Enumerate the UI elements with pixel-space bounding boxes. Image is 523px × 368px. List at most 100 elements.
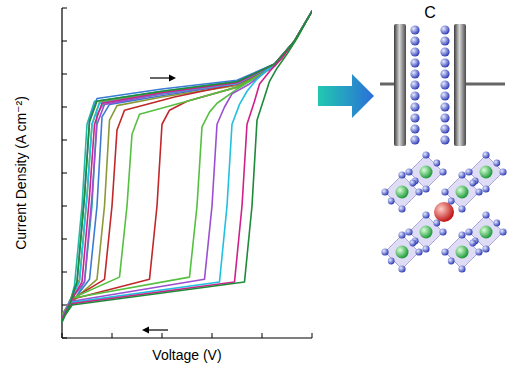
oxygen [441,248,448,255]
capacitor-plate [454,24,466,146]
octahedron [409,155,443,189]
iv-curve [62,11,312,320]
x-tick [262,333,263,338]
charge [440,25,449,34]
oxygen [475,248,482,255]
iv-curve [62,11,312,315]
oxygen [422,151,429,158]
big-arrow [318,74,374,118]
charge [440,113,449,122]
oxygen [448,258,455,265]
oxygen [448,198,455,205]
octahedron [469,215,503,249]
charge [410,36,419,45]
oxygen [398,265,405,272]
charge [410,113,419,122]
b-site [396,246,409,259]
lead [466,83,505,86]
oxygen [381,248,388,255]
oxygen [415,248,422,255]
charge [410,69,419,78]
crystal [381,151,506,272]
oxygen [493,220,500,227]
b-site [396,186,409,199]
figure: Voltage (V)Current Density (A cm⁻²)C [0,0,523,368]
y-tick [62,305,67,306]
sweep-arrow [147,329,168,330]
iv-curve [62,11,312,320]
iv-curve [62,11,312,322]
y-tick [62,206,67,207]
a-site [434,202,454,222]
oxygen [433,160,440,167]
oxygen [499,228,506,235]
oxygen [422,185,429,192]
oxygen [458,265,465,272]
oxygen [482,211,489,218]
y-tick [62,140,67,141]
y-tick [62,8,67,9]
oxygen [439,228,446,235]
charge [440,124,449,133]
octahedron [445,235,479,269]
oxygen [439,168,446,175]
iv-curve [62,11,312,318]
charge [440,58,449,67]
octahedron [385,235,419,269]
y-tick [62,74,67,75]
x-tick [62,333,63,338]
oxygen [482,245,489,252]
oxygen [469,240,476,247]
oxygen [415,188,422,195]
charge [410,47,419,56]
charge [410,91,419,100]
charge [440,135,449,144]
oxygen [493,160,500,167]
oxygen [499,168,506,175]
charge [440,47,449,56]
b-site [456,186,469,199]
oxygen [441,188,448,195]
oxygen [469,180,476,187]
sweep-arrow-head [142,327,149,334]
lead [380,83,394,86]
oxygen [482,185,489,192]
oxygen [388,258,395,265]
oxygen [405,168,412,175]
oxygen [422,211,429,218]
charge [410,124,419,133]
iv-curve [62,11,312,318]
y-tick [62,272,67,273]
oxygen [482,151,489,158]
oxygen [458,205,465,212]
octahedron [469,155,503,189]
charge [440,102,449,111]
charge [410,102,419,111]
y-tick [62,239,67,240]
charge [410,25,419,34]
curves [62,11,312,322]
capacitor-plate [394,24,406,146]
charge [410,80,419,89]
iv-curve [62,11,312,322]
iv-curve [62,11,312,315]
y-axis-title: Current Density (A cm⁻²) [13,96,29,250]
charge [440,36,449,45]
oxygen [398,205,405,212]
oxygen [422,245,429,252]
x-tick [212,333,213,338]
oxygen [458,231,465,238]
oxygen [465,228,472,235]
x-tick [112,333,113,338]
b-site [480,226,493,239]
x-axis-title: Voltage (V) [152,347,221,363]
x-tick [312,333,313,338]
oxygen [458,171,465,178]
x-tick [162,333,163,338]
b-site [456,246,469,259]
octahedron [385,175,419,209]
sweep-arrow-head [169,75,176,82]
octahedron [445,175,479,209]
y-tick [62,107,67,108]
oxygen [388,198,395,205]
